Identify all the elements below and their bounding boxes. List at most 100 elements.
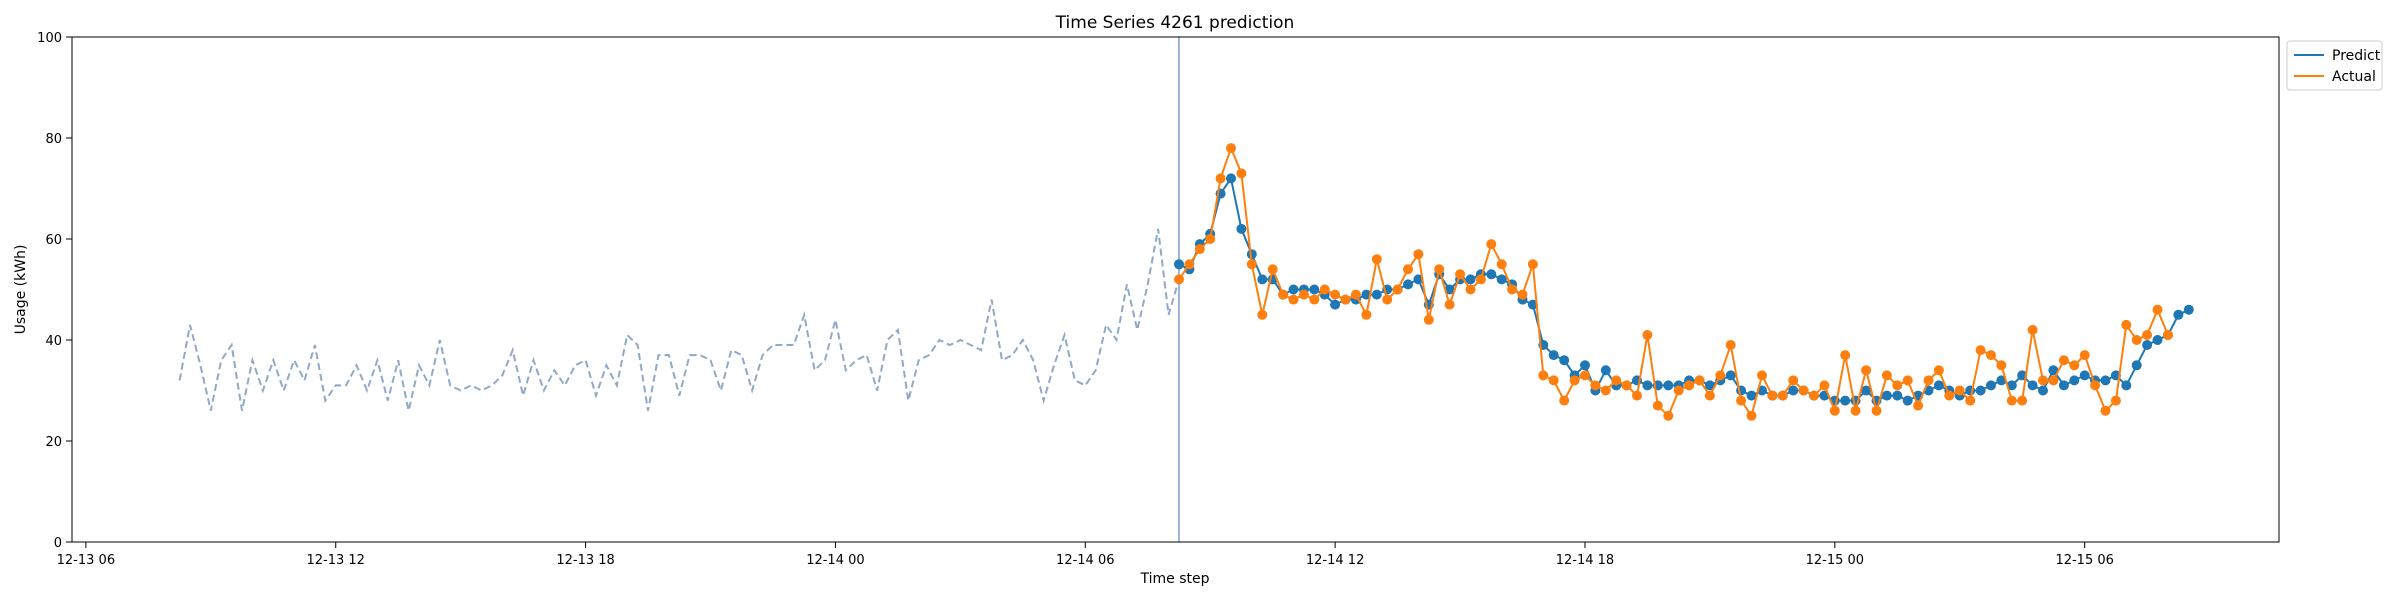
predict-point [1788, 385, 1799, 396]
predict-point [1559, 355, 1570, 366]
predict-point [1725, 370, 1736, 381]
y-tick-label: 20 [45, 435, 62, 450]
predict-point [1933, 380, 1944, 391]
predict-point [1580, 360, 1590, 371]
predict-point [1746, 390, 1757, 401]
predict-point [1600, 365, 1611, 376]
actual-point [2017, 395, 2028, 406]
predict-point [2183, 304, 2194, 315]
actual-point [1298, 289, 1309, 300]
plot-frame [71, 36, 2280, 543]
actual-point [1580, 370, 1590, 381]
predict-point [1642, 380, 1653, 391]
actual-point [1486, 239, 1497, 250]
predict-point [2048, 365, 2059, 376]
actual-point [1413, 249, 1424, 260]
predict-point [1986, 380, 1996, 391]
predict-point [2100, 375, 2111, 386]
actual-point [1371, 254, 1382, 265]
actual-point [1600, 385, 1611, 396]
actual-point [1496, 259, 1507, 270]
predict-point [1257, 274, 1268, 285]
predict-point [2038, 385, 2048, 396]
predict-point [1902, 395, 1913, 406]
actual-point [1954, 385, 1965, 396]
actual-point [2058, 355, 2069, 366]
actual-point [1559, 395, 1570, 406]
actual-point [2048, 375, 2059, 386]
actual-point [1725, 340, 1736, 350]
actual-point [1538, 370, 1549, 381]
predict-point [1996, 375, 2007, 386]
actual-point [2069, 360, 2080, 371]
actual-point [1632, 390, 1642, 401]
actual-point [1465, 284, 1476, 295]
actual-point [1933, 365, 1944, 376]
predict-point [2121, 380, 2132, 391]
actual-point [1350, 289, 1361, 300]
actual-point [1517, 289, 1528, 300]
actual-point [1621, 380, 1632, 391]
actual-point [2038, 375, 2048, 386]
predict-point [1236, 223, 1247, 234]
actual-point [2142, 330, 2153, 340]
predict-point [2152, 335, 2163, 345]
actual-point [1194, 244, 1205, 255]
predict-point [1892, 390, 1903, 401]
predict-point [1371, 289, 1382, 300]
actual-point [2006, 395, 2017, 406]
actual-point [1361, 309, 1372, 320]
predict-point [1496, 274, 1507, 285]
actual-point [1944, 390, 1955, 401]
predict-point [1486, 269, 1497, 280]
actual-point [1288, 294, 1299, 305]
actual-point [1663, 410, 1674, 421]
predict-point [2079, 370, 2090, 381]
y-tick-label: 40 [45, 334, 62, 349]
actual-point [1871, 405, 1882, 416]
actual-point [1184, 259, 1195, 270]
actual-point [1226, 143, 1236, 154]
actual-point [1455, 269, 1466, 280]
chart-title: Time Series 4261 prediction [1055, 13, 1295, 33]
predict-point [1246, 249, 1257, 260]
actual-point [1694, 375, 1705, 386]
x-tick-label: 12-15 00 [1806, 553, 1864, 568]
actual-point [1236, 168, 1247, 179]
x-tick-label: 12-13 18 [556, 553, 614, 568]
predict-point [2173, 309, 2184, 320]
actual-point [1278, 289, 1289, 300]
actual-point [2090, 380, 2101, 391]
actual-point [1548, 375, 1559, 386]
predict-point [1309, 284, 1320, 295]
actual-point [1267, 264, 1278, 275]
actual-point [1767, 390, 1778, 401]
predict-point [2131, 360, 2142, 371]
actual-point [1850, 405, 1861, 416]
actual-point [1527, 259, 1538, 270]
actual-point [1382, 294, 1393, 305]
predict-point [1403, 279, 1413, 290]
actual-point [1205, 234, 1216, 244]
actual-point [1246, 259, 1257, 270]
x-tick-label: 12-14 12 [1306, 553, 1364, 568]
actual-point [1986, 350, 1996, 361]
actual-point [2152, 304, 2163, 315]
actual-point [1829, 405, 1840, 416]
actual-point [2121, 319, 2132, 330]
x-tick-label: 12-15 06 [2055, 553, 2113, 568]
x-tick-label: 12-13 12 [307, 553, 365, 568]
y-tick-label: 100 [37, 31, 62, 46]
actual-point [1319, 284, 1330, 295]
actual-point [1809, 390, 1819, 401]
x-tick-label: 12-14 06 [1056, 553, 1114, 568]
legend-predict-label: Predict [2332, 48, 2381, 64]
predict-point [2142, 340, 2153, 350]
actual-point [1340, 294, 1351, 305]
actual-point [1788, 375, 1799, 386]
actual-point [1757, 370, 1767, 381]
actual-point [1913, 400, 1924, 411]
actual-point [1684, 380, 1695, 391]
